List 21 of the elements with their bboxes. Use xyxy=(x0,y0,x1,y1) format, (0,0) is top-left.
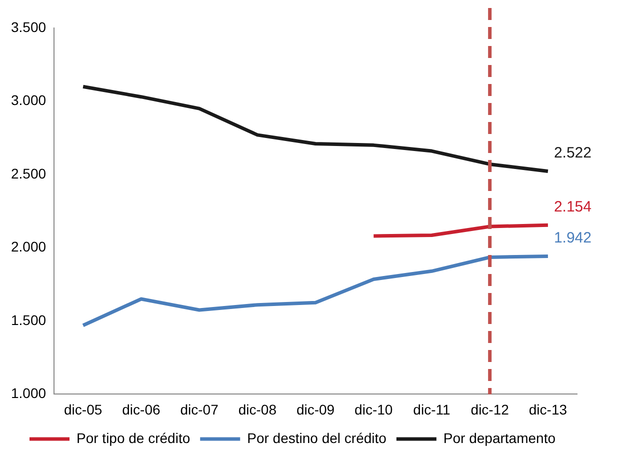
x-tick-label: dic-05 xyxy=(64,401,102,418)
x-tick-label: dic-07 xyxy=(180,401,219,418)
legend-label: Por destino del crédito xyxy=(247,430,387,446)
y-tick-label: 3.500 xyxy=(10,18,46,35)
data-label: 2.154 xyxy=(554,198,592,216)
y-tick-label: 3.000 xyxy=(10,92,46,108)
x-tick-label: dic-08 xyxy=(238,401,277,418)
x-tick-label: dic-12 xyxy=(470,401,510,418)
x-tick-label: dic-09 xyxy=(296,401,335,418)
legend-label: Por departamento xyxy=(443,430,556,446)
y-tick-label: 2.000 xyxy=(10,238,46,255)
y-tick-label: 1.500 xyxy=(10,312,46,328)
data-label: 2.522 xyxy=(554,144,592,162)
y-tick-label: 2.500 xyxy=(10,165,46,182)
x-tick-label: dic-11 xyxy=(413,401,450,418)
legend-label: Por tipo de crédito xyxy=(76,430,190,446)
y-tick-label: 1.000 xyxy=(10,385,46,402)
x-tick-label: dic-06 xyxy=(122,401,160,418)
data-label: 1.942 xyxy=(554,229,592,246)
x-tick-label: dic-13 xyxy=(528,401,568,418)
x-tick-label: dic-10 xyxy=(354,401,393,418)
